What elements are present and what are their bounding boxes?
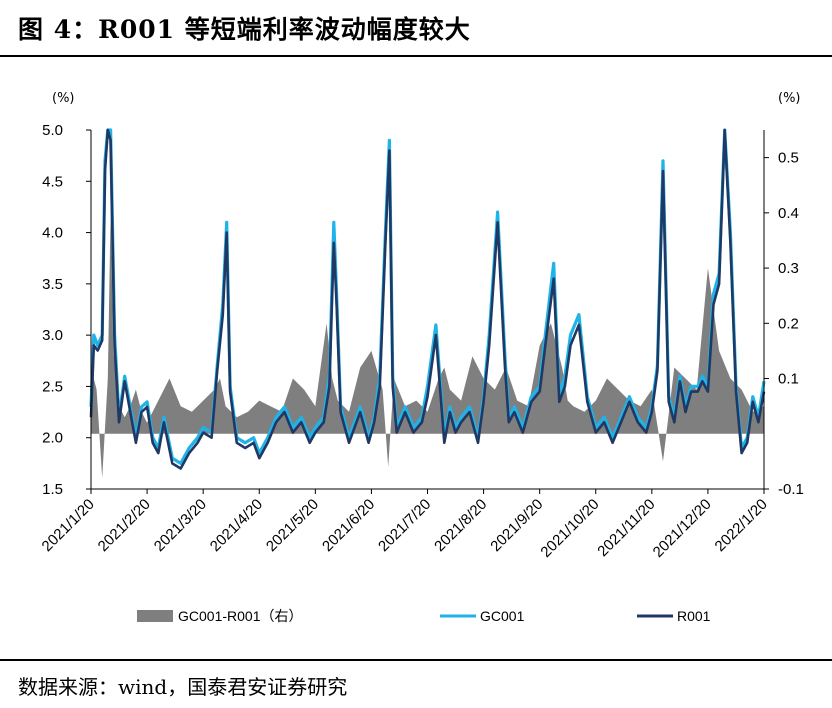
left-tick-label: 3.0: [42, 327, 63, 344]
series-area-gc001-r001: [91, 212, 764, 479]
x-tick-label: 2021/8/20: [431, 496, 490, 555]
right-tick-label: -0.1: [778, 481, 804, 498]
x-tick-label: 2022/1/20: [712, 496, 771, 555]
right-tick-label: 0.1: [778, 371, 799, 388]
x-tick-label: 2021/10/20: [537, 496, 602, 561]
left-tick-label: 2.5: [42, 378, 63, 395]
title-rule: [0, 55, 832, 57]
left-tick-label: 4.5: [42, 173, 63, 190]
left-tick-label: 3.5: [42, 276, 63, 293]
x-tick-label: 2021/1/20: [39, 496, 98, 555]
legend-label-gc001-r001: GC001-R001（右）: [178, 608, 303, 624]
legend-swatch-gc001-r001: [137, 610, 173, 622]
x-tick-label: 2021/2/20: [95, 496, 154, 555]
left-tick-label: 5.0: [42, 122, 63, 139]
left-axis-unit: (%): [52, 91, 75, 106]
x-tick-label: 2021/4/20: [207, 496, 266, 555]
legend-label-r001: R001: [677, 608, 711, 624]
right-tick-label: 0.3: [778, 260, 799, 277]
source-rule: [0, 659, 832, 661]
right-tick-label: 0.5: [778, 150, 799, 167]
x-tick-label: 2021/3/20: [151, 496, 210, 555]
right-tick-label: 0.4: [778, 205, 799, 222]
x-tick-label: 2021/12/20: [650, 496, 715, 561]
x-tick-label: 2021/7/20: [375, 496, 434, 555]
right-axis-unit: (%): [778, 91, 801, 106]
x-tick-label: 2021/9/20: [487, 496, 546, 555]
right-tick-label: 0.2: [778, 315, 799, 332]
left-tick-label: 4.0: [42, 225, 63, 242]
left-tick-label: 2.0: [42, 430, 63, 447]
figure-title: 图 4：R001 等短端利率波动幅度较大: [18, 15, 471, 44]
x-tick-label: 2021/6/20: [319, 496, 378, 555]
series-line-r001: [89, 128, 766, 470]
chart: 1.5 2.0 2.5 3.0 3.5 4.0 4.5 5.0 -0.1 0.1 0.2 0.3 0.4…: [39, 91, 804, 624]
source-note: 数据来源：wind，国泰君安证券研究: [18, 675, 348, 699]
left-tick-label: 1.5: [42, 481, 63, 498]
x-tick-label: 2021/5/20: [263, 496, 322, 555]
x-tick-label: 2021/11/20: [594, 496, 658, 560]
legend-label-gc001: GC001: [480, 608, 525, 624]
